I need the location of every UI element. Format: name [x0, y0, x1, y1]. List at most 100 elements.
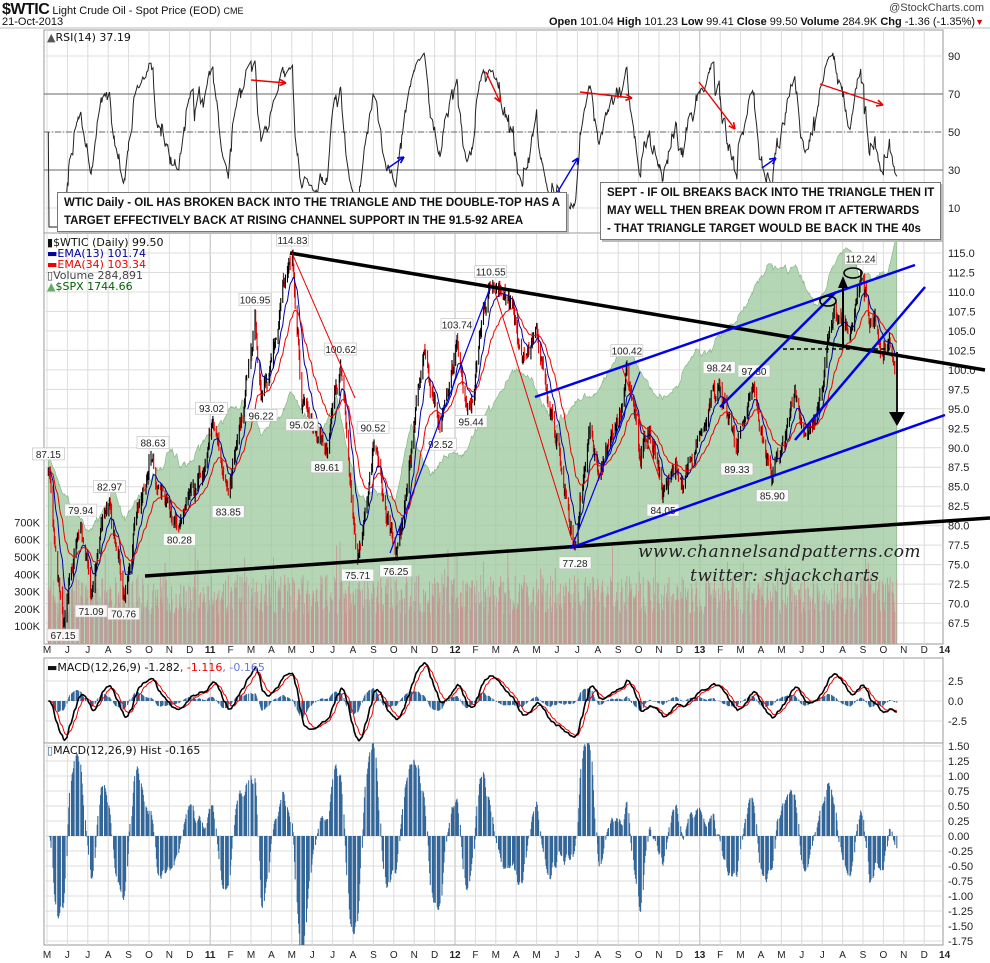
macd-mini-hist-bar — [503, 701, 505, 706]
x-axis-month-label: A — [758, 950, 765, 961]
macd-mini-hist-bar — [580, 692, 582, 701]
macd-hist-bar — [508, 836, 510, 868]
macd-mini-hist-bar — [573, 701, 575, 704]
macd-hist-bar — [338, 776, 340, 836]
macd-hist-bar — [701, 814, 703, 836]
volume-bar — [763, 599, 765, 644]
macd-hist-bar — [803, 836, 806, 871]
volume-bar — [485, 596, 487, 644]
macd-hist-bar — [630, 836, 632, 843]
volume-bar — [675, 599, 677, 644]
volume-bar — [532, 590, 534, 644]
macd-mini-hist-bar — [772, 701, 774, 705]
volume-bar — [268, 579, 270, 644]
pivot-label-box — [756, 489, 789, 503]
volume-bar — [850, 575, 852, 644]
macd-mini-hist-bar — [850, 701, 852, 707]
macd-mini-hist-bar — [459, 699, 461, 701]
macd-hist-bar — [527, 836, 529, 846]
macd-hist-bar — [244, 791, 246, 836]
macd-mini-hist-bar — [73, 691, 75, 701]
x-axis-month-label: 12 — [449, 645, 461, 656]
volume-bar — [325, 599, 327, 644]
macd-hist-bar — [157, 836, 159, 876]
volume-bar — [256, 608, 258, 644]
volume-bar — [223, 583, 225, 644]
macd-hist-bar — [284, 805, 286, 836]
x-axis-month-label: D — [676, 950, 683, 961]
macd-mini-hist-bar — [727, 701, 729, 706]
macd-mini-hist-bar — [873, 701, 875, 707]
macd-mini-hist-bar — [829, 694, 831, 701]
macd-mini-hist-bar — [677, 698, 679, 701]
macd-hist-bar — [141, 786, 143, 836]
macd-mini-hist-bar — [234, 698, 236, 701]
macd-mini-hist-bar — [115, 701, 117, 707]
macd-hist-bar — [211, 805, 213, 836]
volume-bar — [395, 606, 397, 644]
macd-hist-bar — [789, 792, 791, 836]
volume-bar — [827, 602, 829, 644]
macd-hist-bar — [572, 836, 574, 857]
macd-mini-hist-bar — [429, 701, 431, 706]
volume-bar — [465, 591, 467, 644]
volume-bar — [202, 587, 204, 644]
volume-bar — [211, 605, 213, 644]
macd-mini-hist-bar — [749, 695, 751, 701]
macd-mini-hist-bar — [799, 701, 801, 703]
price-tick-label: 70.0 — [948, 599, 969, 611]
macd-mini-hist-bar — [461, 701, 463, 703]
volume-bar — [666, 598, 668, 644]
macd-mini-hist-bar — [582, 690, 584, 701]
macd-hist-bar — [840, 836, 842, 848]
volume-bar — [881, 580, 883, 644]
volume-bar — [348, 579, 350, 644]
macd-mini-hist-bar — [259, 701, 261, 707]
macd-hist-bar — [756, 824, 758, 836]
macd-mini-hist-bar — [705, 699, 707, 701]
macd-hist-bar — [588, 743, 590, 836]
macd-hist-bar — [386, 836, 388, 888]
volume-bar — [772, 582, 774, 644]
macd-mini-hist-bar — [261, 701, 263, 711]
macd-mini-hist-bar — [395, 701, 397, 707]
x-axis-month-label: D — [921, 645, 928, 656]
volume-bar — [316, 588, 318, 644]
macd-hist-tick-label: 1.25 — [948, 756, 969, 768]
macd-hist-bar — [718, 835, 720, 836]
macd-mini-hist-bar — [62, 701, 64, 711]
macd-mini-hist-bar — [432, 701, 434, 710]
macd-mini-hist-bar — [800, 701, 802, 705]
macd-mini-hist-bar — [659, 701, 661, 704]
volume-bar — [710, 595, 711, 644]
macd-mini-hist-bar — [231, 701, 233, 703]
macd-mini-hist-bar — [382, 701, 384, 706]
volume-bar — [55, 603, 57, 644]
x-axis-month-label: J — [799, 645, 804, 656]
volume-bar — [814, 604, 816, 644]
volume-bar — [478, 604, 480, 644]
macd-hist-tick-label: 1.50 — [948, 741, 969, 753]
macd-mini-hist-bar — [692, 698, 694, 701]
macd-mini-hist-bar — [399, 701, 401, 702]
macd-mini-hist-bar — [251, 693, 253, 701]
x-axis-month-label: S — [615, 645, 622, 656]
x-axis-month-label: N — [166, 645, 173, 656]
macd-hist-bar — [692, 817, 694, 836]
macd-hist-bar — [418, 768, 420, 836]
macd-mini-hist-bar — [284, 696, 286, 701]
macd-hist-bar — [823, 803, 825, 836]
macd-hist-bar — [302, 836, 304, 945]
macd-mini-hist-bar — [573, 701, 575, 704]
macd-mini-hist-bar — [833, 696, 835, 701]
macd-hist-bar — [762, 836, 764, 876]
x-axis-month-label: O — [635, 950, 643, 961]
brand: @StockCharts.com — [889, 2, 984, 14]
macd-hist-bar — [257, 836, 259, 837]
volume-bar — [390, 575, 392, 644]
volume-bar — [798, 589, 800, 644]
volume-bar — [858, 598, 860, 644]
volume-bar — [654, 593, 656, 644]
volume-bar — [509, 614, 511, 644]
macd-hist-bar — [718, 834, 720, 836]
